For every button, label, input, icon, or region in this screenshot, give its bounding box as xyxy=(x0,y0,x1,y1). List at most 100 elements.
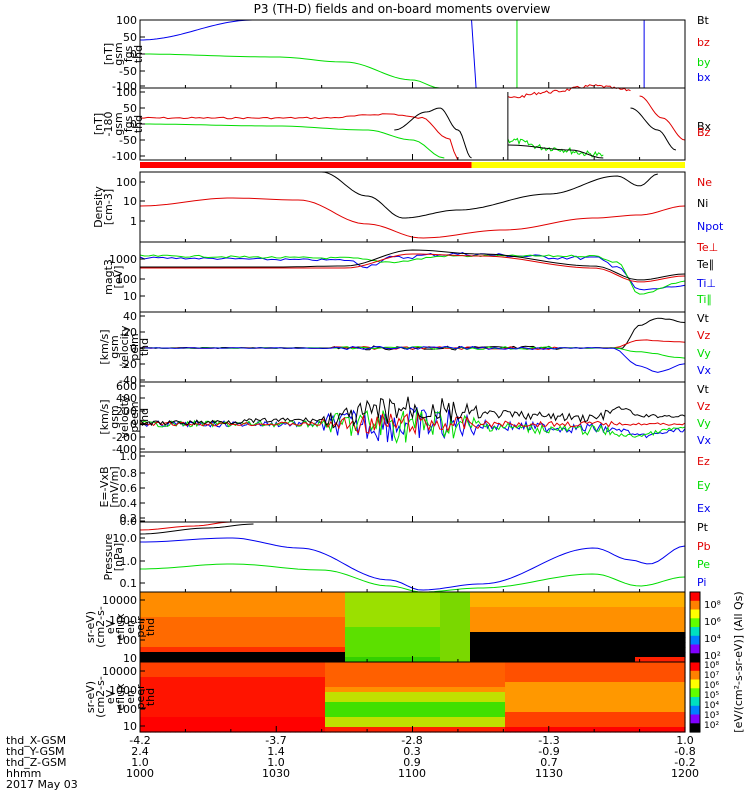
mode-bar-fast xyxy=(471,162,685,168)
fgs180-by-line-2 xyxy=(507,137,604,158)
y-axis-label: sr-eV) xyxy=(84,611,97,643)
legend-entry: Ti⊥ xyxy=(696,277,716,290)
legend-entry: Pe xyxy=(697,558,710,571)
y-axis-label: E=-VxB xyxy=(98,466,111,507)
bottom-axis-row-label: hhmm xyxy=(6,767,41,780)
y-axis-label: (cm2-s- xyxy=(94,606,107,648)
colorbar-tick: 10⁴ xyxy=(704,634,721,645)
colorbar-upper-segment xyxy=(690,644,700,654)
panel-fgs-bg xyxy=(140,20,685,88)
y-tick-label: 100 xyxy=(116,273,137,286)
y-axis-label: thd xyxy=(138,408,151,426)
y-tick-label: 10 xyxy=(123,195,137,208)
colorbar-lower-segment xyxy=(690,705,700,716)
y-tick-label: 0.6 xyxy=(120,482,138,495)
legend-entry: Bt xyxy=(697,14,710,27)
y-tick-label: 0 xyxy=(130,118,137,131)
y-tick-label: 600 xyxy=(116,380,137,393)
y-axis-label: [mV/m] xyxy=(108,466,121,507)
colorbar-tick: 10⁶ xyxy=(704,681,719,691)
colorbar-upper-segment xyxy=(690,609,700,619)
y-axis-label: gsm xyxy=(112,42,125,65)
legend-entry: Ex xyxy=(697,502,711,515)
colorbar-tick: 10⁶ xyxy=(704,617,721,628)
bottom-axis-value: 1200 xyxy=(671,767,699,780)
bottom-axis-value: -1.3 xyxy=(538,734,559,747)
pressure-pb-line xyxy=(139,521,231,531)
bottom-axis-value: -2.8 xyxy=(401,734,422,747)
legend-entry: Vz xyxy=(697,400,711,413)
legend-entry: Ez xyxy=(697,455,710,468)
y-axis-label: en xyxy=(124,690,137,704)
y-axis-label: thd xyxy=(138,338,151,356)
y-axis-label: en xyxy=(124,620,137,634)
colorbar-label: [eV/(cm²-s-sr-eV)] (All Qs) xyxy=(732,591,745,732)
legend-entry: bx xyxy=(697,71,711,84)
spectrogram-electron xyxy=(140,662,686,733)
bottom-axis-value: 1100 xyxy=(398,767,426,780)
colorbar-tick: 10² xyxy=(704,651,721,662)
bottom-axis-value: 1030 xyxy=(262,767,290,780)
fgs180-by-line xyxy=(140,123,445,159)
y-axis-label: thd xyxy=(144,618,157,636)
temp-teperp-line xyxy=(140,253,686,283)
colorbar-tick: 10⁸ xyxy=(704,600,721,611)
colorbar-tick: 10⁷ xyxy=(704,671,719,681)
plot-title: P3 (TH-D) fields and on-board moments ov… xyxy=(254,2,551,16)
legend-entry: Vx xyxy=(697,364,712,377)
bottom-axis-value: 0.9 xyxy=(403,756,421,769)
colorbar-upper-segment xyxy=(690,600,700,611)
y-tick-label: -100 xyxy=(112,150,137,163)
bottom-axis-value: 1000 xyxy=(126,767,154,780)
fgs-bx-jump xyxy=(471,19,477,89)
peem-vt-line xyxy=(139,396,686,429)
panel-efield-bg xyxy=(140,452,685,522)
pressure-pt-line xyxy=(139,523,254,535)
legend-entry: Vx xyxy=(697,434,712,447)
y-axis-label: eflux xyxy=(114,613,127,641)
y-axis-label: gsm xyxy=(108,405,121,428)
legend-entry: Te⊥ xyxy=(696,241,718,254)
y-tick-label: -50 xyxy=(119,134,137,147)
axes xyxy=(139,19,701,733)
y-tick-label: 0.2 xyxy=(120,512,138,525)
bottom-axis-value: 0.3 xyxy=(403,745,421,758)
mode-bar-slow xyxy=(140,162,472,168)
y-axis-label: sr-eV) xyxy=(84,681,97,713)
y-tick-label: 10 xyxy=(123,652,137,665)
legend-entry: Te∥ xyxy=(696,258,714,271)
bottom-axis-value: 0.7 xyxy=(540,756,558,769)
y-tick-label: 0 xyxy=(130,418,137,431)
y-axis-label: thd xyxy=(132,115,145,133)
bottom-axis-value: 1130 xyxy=(535,767,563,780)
y-axis-label: peir xyxy=(134,616,147,638)
y-tick-label: -400 xyxy=(112,443,137,456)
bottom-axis-row-label: thd_X-GSM xyxy=(6,734,66,747)
bottom-axis-value: -0.8 xyxy=(674,745,695,758)
y-axis-label: -180 xyxy=(102,112,115,137)
legend-entry: Vt xyxy=(697,312,710,325)
panel-pressure-bg xyxy=(140,522,685,592)
legend-entry: Pt xyxy=(697,521,709,534)
legend-entry: by xyxy=(697,56,711,69)
fgs-bx-line xyxy=(140,19,253,41)
legend-entry: bz xyxy=(697,36,710,49)
y-tick-label: 10000 xyxy=(102,594,137,607)
y-axis-label: thd xyxy=(144,688,157,706)
y-axis-label: thd xyxy=(132,45,145,63)
y-tick-label: -200 xyxy=(112,431,137,444)
y-axis-label: [nT] xyxy=(92,113,105,135)
peem-vz-line xyxy=(139,411,686,436)
y-tick-label: 100 xyxy=(116,176,137,189)
y-axis-label: peer xyxy=(134,684,147,710)
y-axis-label: peim xyxy=(128,333,141,361)
data-series xyxy=(139,19,686,593)
colorbar-lower-frame xyxy=(689,661,701,733)
y-tick-label: 10 xyxy=(123,720,137,733)
y-tick-label: 50 xyxy=(123,31,137,44)
legend-entry: Vy xyxy=(697,347,711,360)
legend-entry: Vy xyxy=(697,417,711,430)
y-tick-label: 1000 xyxy=(109,253,137,266)
y-tick-label: 10000 xyxy=(102,665,137,678)
